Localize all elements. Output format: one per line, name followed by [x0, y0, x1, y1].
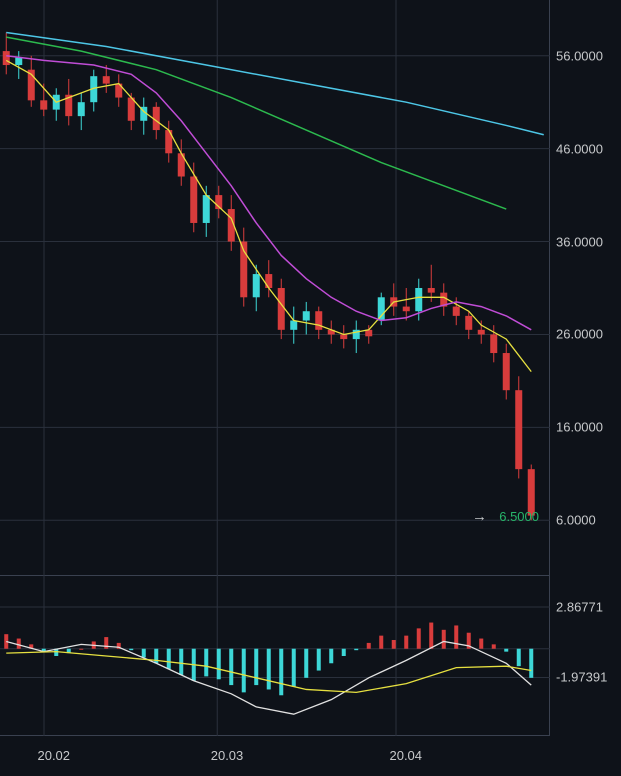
- macd-subchart[interactable]: [0, 576, 550, 736]
- last-price-label: 6.5000: [499, 509, 539, 524]
- trading-chart: 6.5000 → 56.0000 46.0000 36.0000 26.0000 16.…: [0, 0, 621, 776]
- main-price-chart[interactable]: 6.5000 →: [0, 0, 550, 576]
- y-tick-label: 26.0000: [556, 327, 603, 342]
- last-price-arrow: →: [472, 508, 487, 525]
- x-axis: 20.02 20.03 20.04: [0, 736, 550, 776]
- y-tick-label: 46.0000: [556, 141, 603, 156]
- y-tick-label: 6.0000: [556, 513, 596, 528]
- sub-y-tick-label: 2.86771: [556, 600, 603, 615]
- y-tick-label: 36.0000: [556, 234, 603, 249]
- x-tick-label: 20.02: [37, 748, 70, 763]
- sub-y-axis: 2.86771 -1.97391: [550, 576, 621, 736]
- x-tick-label: 20.03: [211, 748, 244, 763]
- main-y-axis: 56.0000 46.0000 36.0000 26.0000 16.0000 6.000…: [550, 0, 621, 576]
- y-tick-label: 16.0000: [556, 420, 603, 435]
- x-tick-label: 20.04: [389, 748, 422, 763]
- sub-y-tick-label: -1.97391: [556, 670, 607, 685]
- y-tick-label: 56.0000: [556, 48, 603, 63]
